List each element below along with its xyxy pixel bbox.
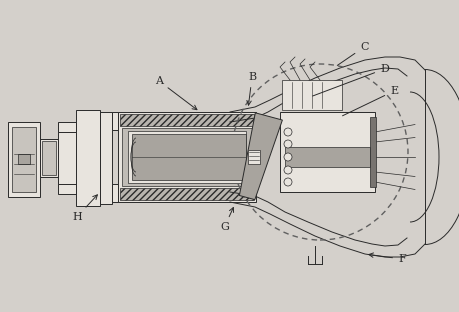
Bar (128, 131, 246, 183)
Circle shape (284, 153, 292, 161)
Text: A: A (155, 76, 197, 110)
Bar (120, 188, 254, 200)
Bar (58, 132, 80, 184)
Circle shape (284, 128, 292, 136)
Text: B: B (247, 72, 256, 105)
Bar (76, 110, 100, 206)
Bar (120, 114, 254, 126)
Bar (370, 117, 376, 187)
Bar (18, 154, 30, 164)
Bar (12, 127, 36, 192)
Bar (40, 139, 58, 177)
Polygon shape (240, 113, 282, 200)
Text: C: C (337, 42, 369, 66)
Text: G: G (220, 207, 234, 232)
Bar (282, 80, 342, 110)
Bar (122, 128, 252, 186)
Text: H: H (72, 195, 97, 222)
Text: E: E (342, 86, 398, 116)
Bar (58, 184, 76, 194)
Bar (42, 141, 56, 175)
Text: F: F (369, 253, 406, 264)
Bar (8, 122, 40, 197)
Bar (112, 112, 118, 130)
Bar (58, 122, 76, 132)
Bar (280, 112, 375, 192)
Bar (118, 112, 256, 202)
Circle shape (284, 166, 292, 174)
Circle shape (284, 140, 292, 148)
Bar (248, 150, 260, 164)
Bar (112, 184, 118, 202)
Bar (132, 134, 246, 180)
Bar (100, 112, 112, 204)
Text: D: D (313, 64, 389, 96)
Bar (285, 147, 370, 167)
Circle shape (284, 178, 292, 186)
